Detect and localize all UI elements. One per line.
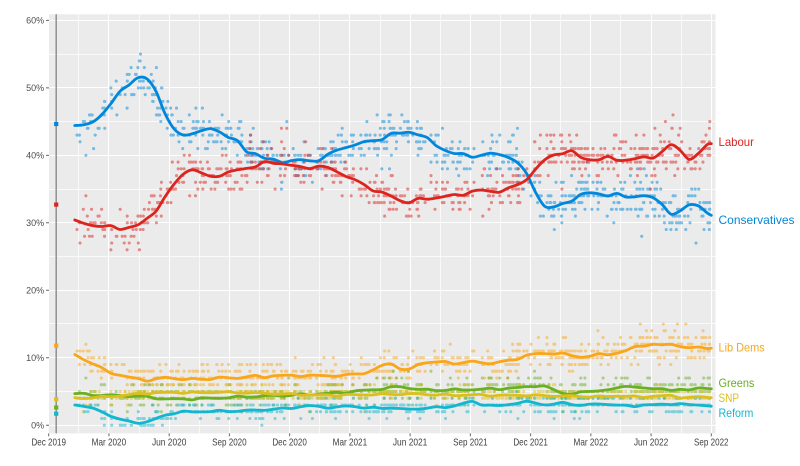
svg-text:30%: 30% <box>26 218 44 228</box>
svg-text:Dec 2020: Dec 2020 <box>272 436 307 448</box>
svg-text:0%: 0% <box>31 420 44 430</box>
svg-text:SNP: SNP <box>719 391 740 405</box>
svg-text:20%: 20% <box>26 286 44 296</box>
svg-text:Sep 2022: Sep 2022 <box>694 436 729 448</box>
svg-text:Mar 2021: Mar 2021 <box>333 436 368 448</box>
svg-text:Reform: Reform <box>719 406 754 420</box>
svg-text:Lib Dems: Lib Dems <box>719 340 765 354</box>
svg-text:Greens: Greens <box>719 376 755 390</box>
svg-text:50%: 50% <box>26 83 44 93</box>
svg-text:Jun 2021: Jun 2021 <box>393 436 428 448</box>
svg-text:Sep 2020: Sep 2020 <box>212 436 247 448</box>
svg-text:Sep 2021: Sep 2021 <box>453 436 488 448</box>
svg-text:Mar 2020: Mar 2020 <box>92 436 127 448</box>
svg-text:Jun 2022: Jun 2022 <box>634 436 669 448</box>
svg-text:Mar 2022: Mar 2022 <box>574 436 609 448</box>
svg-text:40%: 40% <box>26 151 44 161</box>
svg-text:Jun 2020: Jun 2020 <box>152 436 187 448</box>
svg-text:Conservatives: Conservatives <box>719 213 795 227</box>
svg-text:Labour: Labour <box>719 135 754 149</box>
svg-text:10%: 10% <box>26 353 44 363</box>
svg-text:Dec 2019: Dec 2019 <box>31 436 66 448</box>
svg-text:60%: 60% <box>26 16 44 26</box>
svg-text:Dec 2021: Dec 2021 <box>513 436 548 448</box>
